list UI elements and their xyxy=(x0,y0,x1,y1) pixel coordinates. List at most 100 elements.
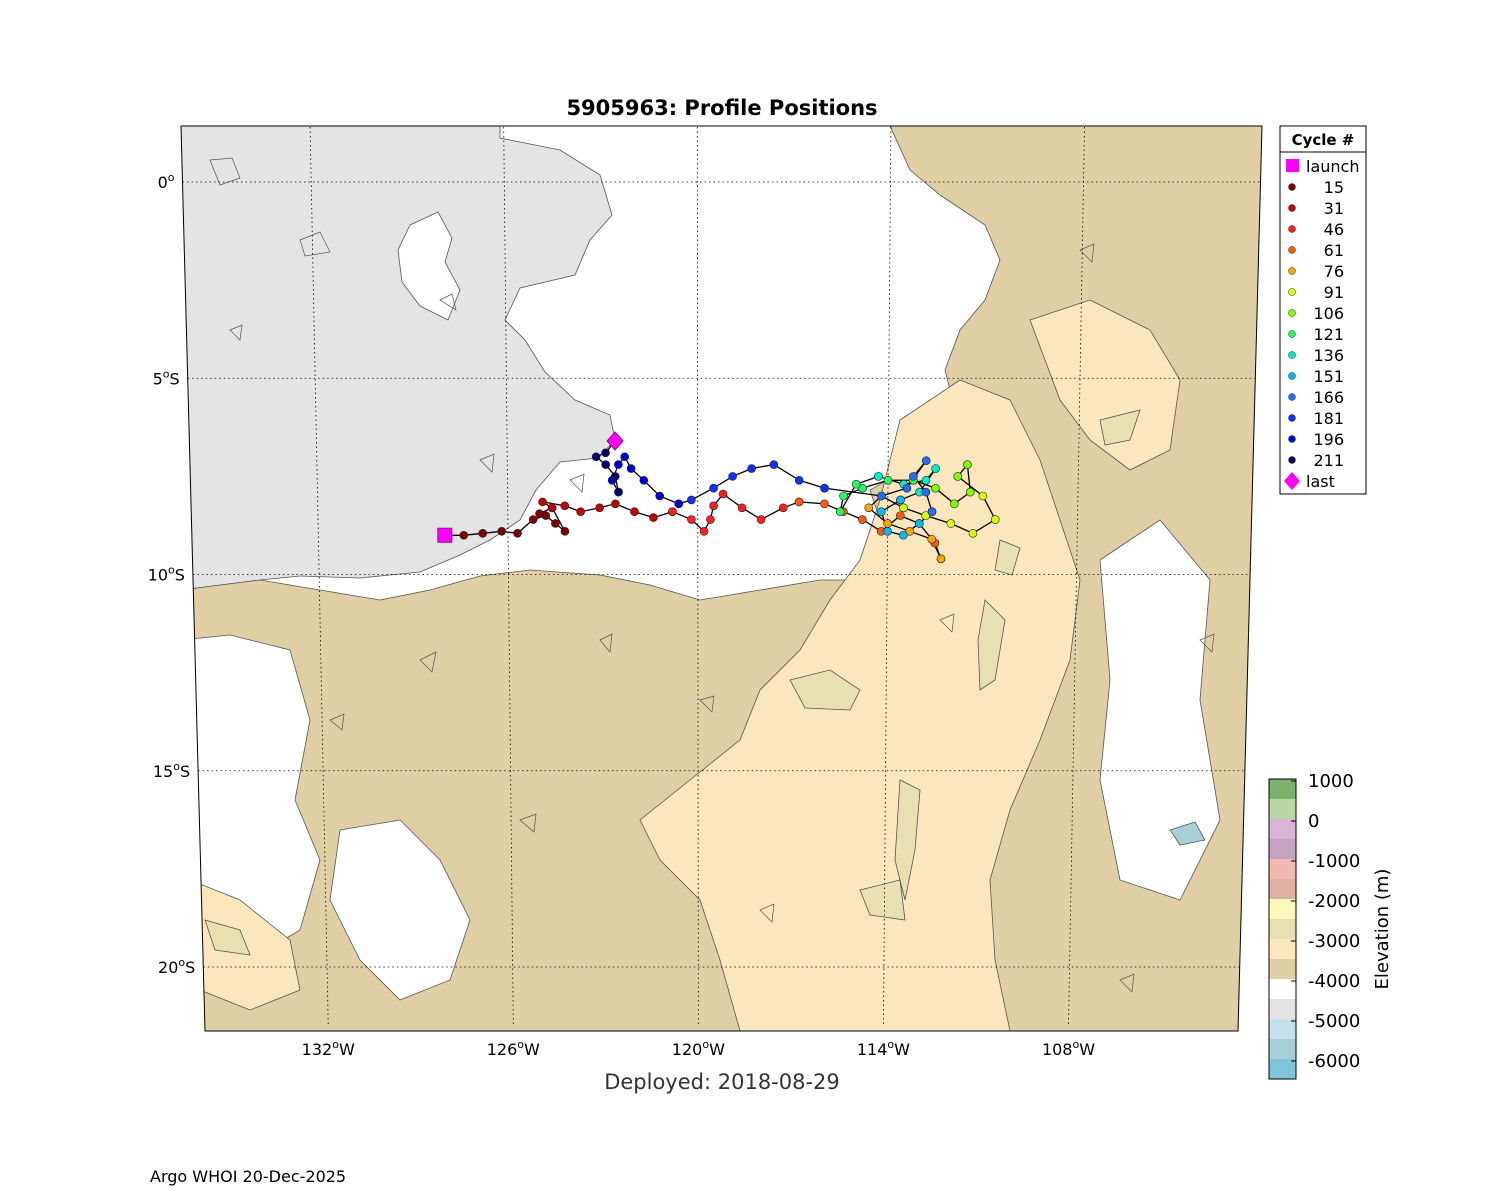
shallow-zone xyxy=(639,379,1081,1031)
legend-item: 46 xyxy=(1288,220,1344,239)
legend-item: 61 xyxy=(1288,241,1344,260)
colorbar-tick-label: -4000 xyxy=(1308,971,1360,992)
legend-label: 31 xyxy=(1324,199,1344,218)
longitude-tick-label: 132oW xyxy=(302,1038,355,1059)
legend-label: 166 xyxy=(1313,388,1344,407)
profile-point xyxy=(921,475,931,485)
legend-marker-dot xyxy=(1288,246,1296,254)
colorbar: 1000 0 -1000 -2000 -3000 -4000 -5000 -6000 Elev… xyxy=(1268,771,1393,1080)
legend-label: 181 xyxy=(1313,409,1344,428)
colorbar-band xyxy=(1269,939,1296,960)
deployed-label: Deployed: 2018-08-29 xyxy=(604,1070,840,1094)
legend-item: 91 xyxy=(1288,283,1344,302)
colorbar-tick-label: -2000 xyxy=(1308,891,1360,912)
deep-basin-hole xyxy=(397,211,461,321)
legend-marker-dot xyxy=(1288,351,1296,359)
profile-point xyxy=(591,452,601,462)
profile-point xyxy=(968,528,978,538)
legend-label: 196 xyxy=(1313,430,1344,449)
legend-label: 106 xyxy=(1313,304,1344,323)
profile-point xyxy=(896,511,905,520)
meridian-line xyxy=(503,127,514,1026)
profile-point xyxy=(883,475,893,485)
legend-label: 151 xyxy=(1313,367,1344,386)
profile-point xyxy=(877,507,886,517)
legend-item: 211 xyxy=(1288,451,1344,470)
colorbar-band xyxy=(1269,999,1296,1020)
profile-point xyxy=(965,487,975,497)
profile-point xyxy=(687,515,696,524)
profile-point xyxy=(706,515,715,524)
profile-point xyxy=(905,527,914,536)
longitude-tick-label: 108oW xyxy=(1042,1038,1095,1059)
contour-specks xyxy=(209,157,1215,993)
colorbar-band xyxy=(1269,779,1296,800)
profile-point xyxy=(858,483,867,493)
colorbar-frame xyxy=(1268,778,1297,1080)
latitude-tick-label: 15oS xyxy=(153,760,190,781)
profile-point xyxy=(820,499,829,509)
profile-point xyxy=(737,503,747,513)
profile-point xyxy=(639,475,649,485)
profile-point xyxy=(728,472,737,481)
profile-point xyxy=(921,487,931,497)
legend-label: 76 xyxy=(1324,262,1344,281)
profile-point xyxy=(709,483,718,493)
longitude-tick-labels: 132oW 126oW 120oW 114oW 108oW xyxy=(302,1038,1096,1059)
map: 132oW 126oW 120oW 114oW 108oW 0o 5oS 10oS 15oS 2… xyxy=(148,125,1263,1059)
profile-point xyxy=(709,501,718,511)
profile-point xyxy=(851,479,861,489)
profile-point xyxy=(936,554,946,564)
profile-point xyxy=(610,472,620,481)
legend-label: 211 xyxy=(1313,451,1344,470)
meridian-line xyxy=(309,127,329,1026)
legend-item: launch xyxy=(1286,157,1359,176)
deep-basin xyxy=(181,126,616,591)
launch-marker xyxy=(437,527,453,543)
profile-point xyxy=(551,519,560,528)
colorbar-band xyxy=(1269,1039,1296,1060)
shallow-zone-ne xyxy=(1029,299,1181,471)
colorbar-band xyxy=(1269,879,1296,900)
longitude-tick-label: 126oW xyxy=(487,1038,540,1059)
legend-item: 181 xyxy=(1288,409,1344,428)
legend-marker-dot xyxy=(1288,435,1296,443)
profile-point xyxy=(877,491,886,501)
legend-item: 121 xyxy=(1288,325,1344,344)
legend-label: 91 xyxy=(1324,283,1344,302)
longitude-tick-label: 114oW xyxy=(857,1038,910,1059)
legend: Cycle # launch 15 31 46 61 76 91 106 121 136 151 16… xyxy=(1279,125,1367,495)
profile-point xyxy=(769,460,779,469)
colorbar-band xyxy=(1269,1059,1296,1080)
legend-items: launch 15 31 46 61 76 91 106 121 136 151 166 181 196 2… xyxy=(1284,157,1359,491)
profile-point xyxy=(655,491,665,501)
meridian-line xyxy=(696,127,699,1026)
legend-item: 196 xyxy=(1288,430,1344,449)
colorbar-tick-label: 0 xyxy=(1308,811,1319,832)
profile-point xyxy=(611,499,620,509)
profile-point xyxy=(778,503,788,513)
profile-point xyxy=(595,503,604,513)
profile-point xyxy=(620,452,629,462)
profile-point xyxy=(914,519,924,528)
profile-point xyxy=(756,515,766,524)
profile-point xyxy=(883,527,892,536)
colorbar-band xyxy=(1269,799,1296,820)
colorbar-band xyxy=(1269,839,1296,860)
colorbar-label: Elevation (m) xyxy=(1372,869,1393,990)
profile-point xyxy=(978,491,988,501)
legend-marker-dot xyxy=(1288,330,1296,338)
profile-point xyxy=(931,464,940,473)
legend-item: last xyxy=(1284,472,1335,491)
meridian-line xyxy=(883,127,892,1026)
profile-point xyxy=(513,528,522,538)
seamount-cluster-east xyxy=(1169,821,1206,846)
profile-point xyxy=(478,528,488,538)
profile-point xyxy=(614,487,623,497)
legend-item: 31 xyxy=(1288,199,1344,218)
colorbar-bands xyxy=(1269,779,1296,1080)
profile-point xyxy=(864,503,874,513)
profile-point xyxy=(699,527,709,536)
latitude-tick-label: 0o xyxy=(158,171,175,192)
